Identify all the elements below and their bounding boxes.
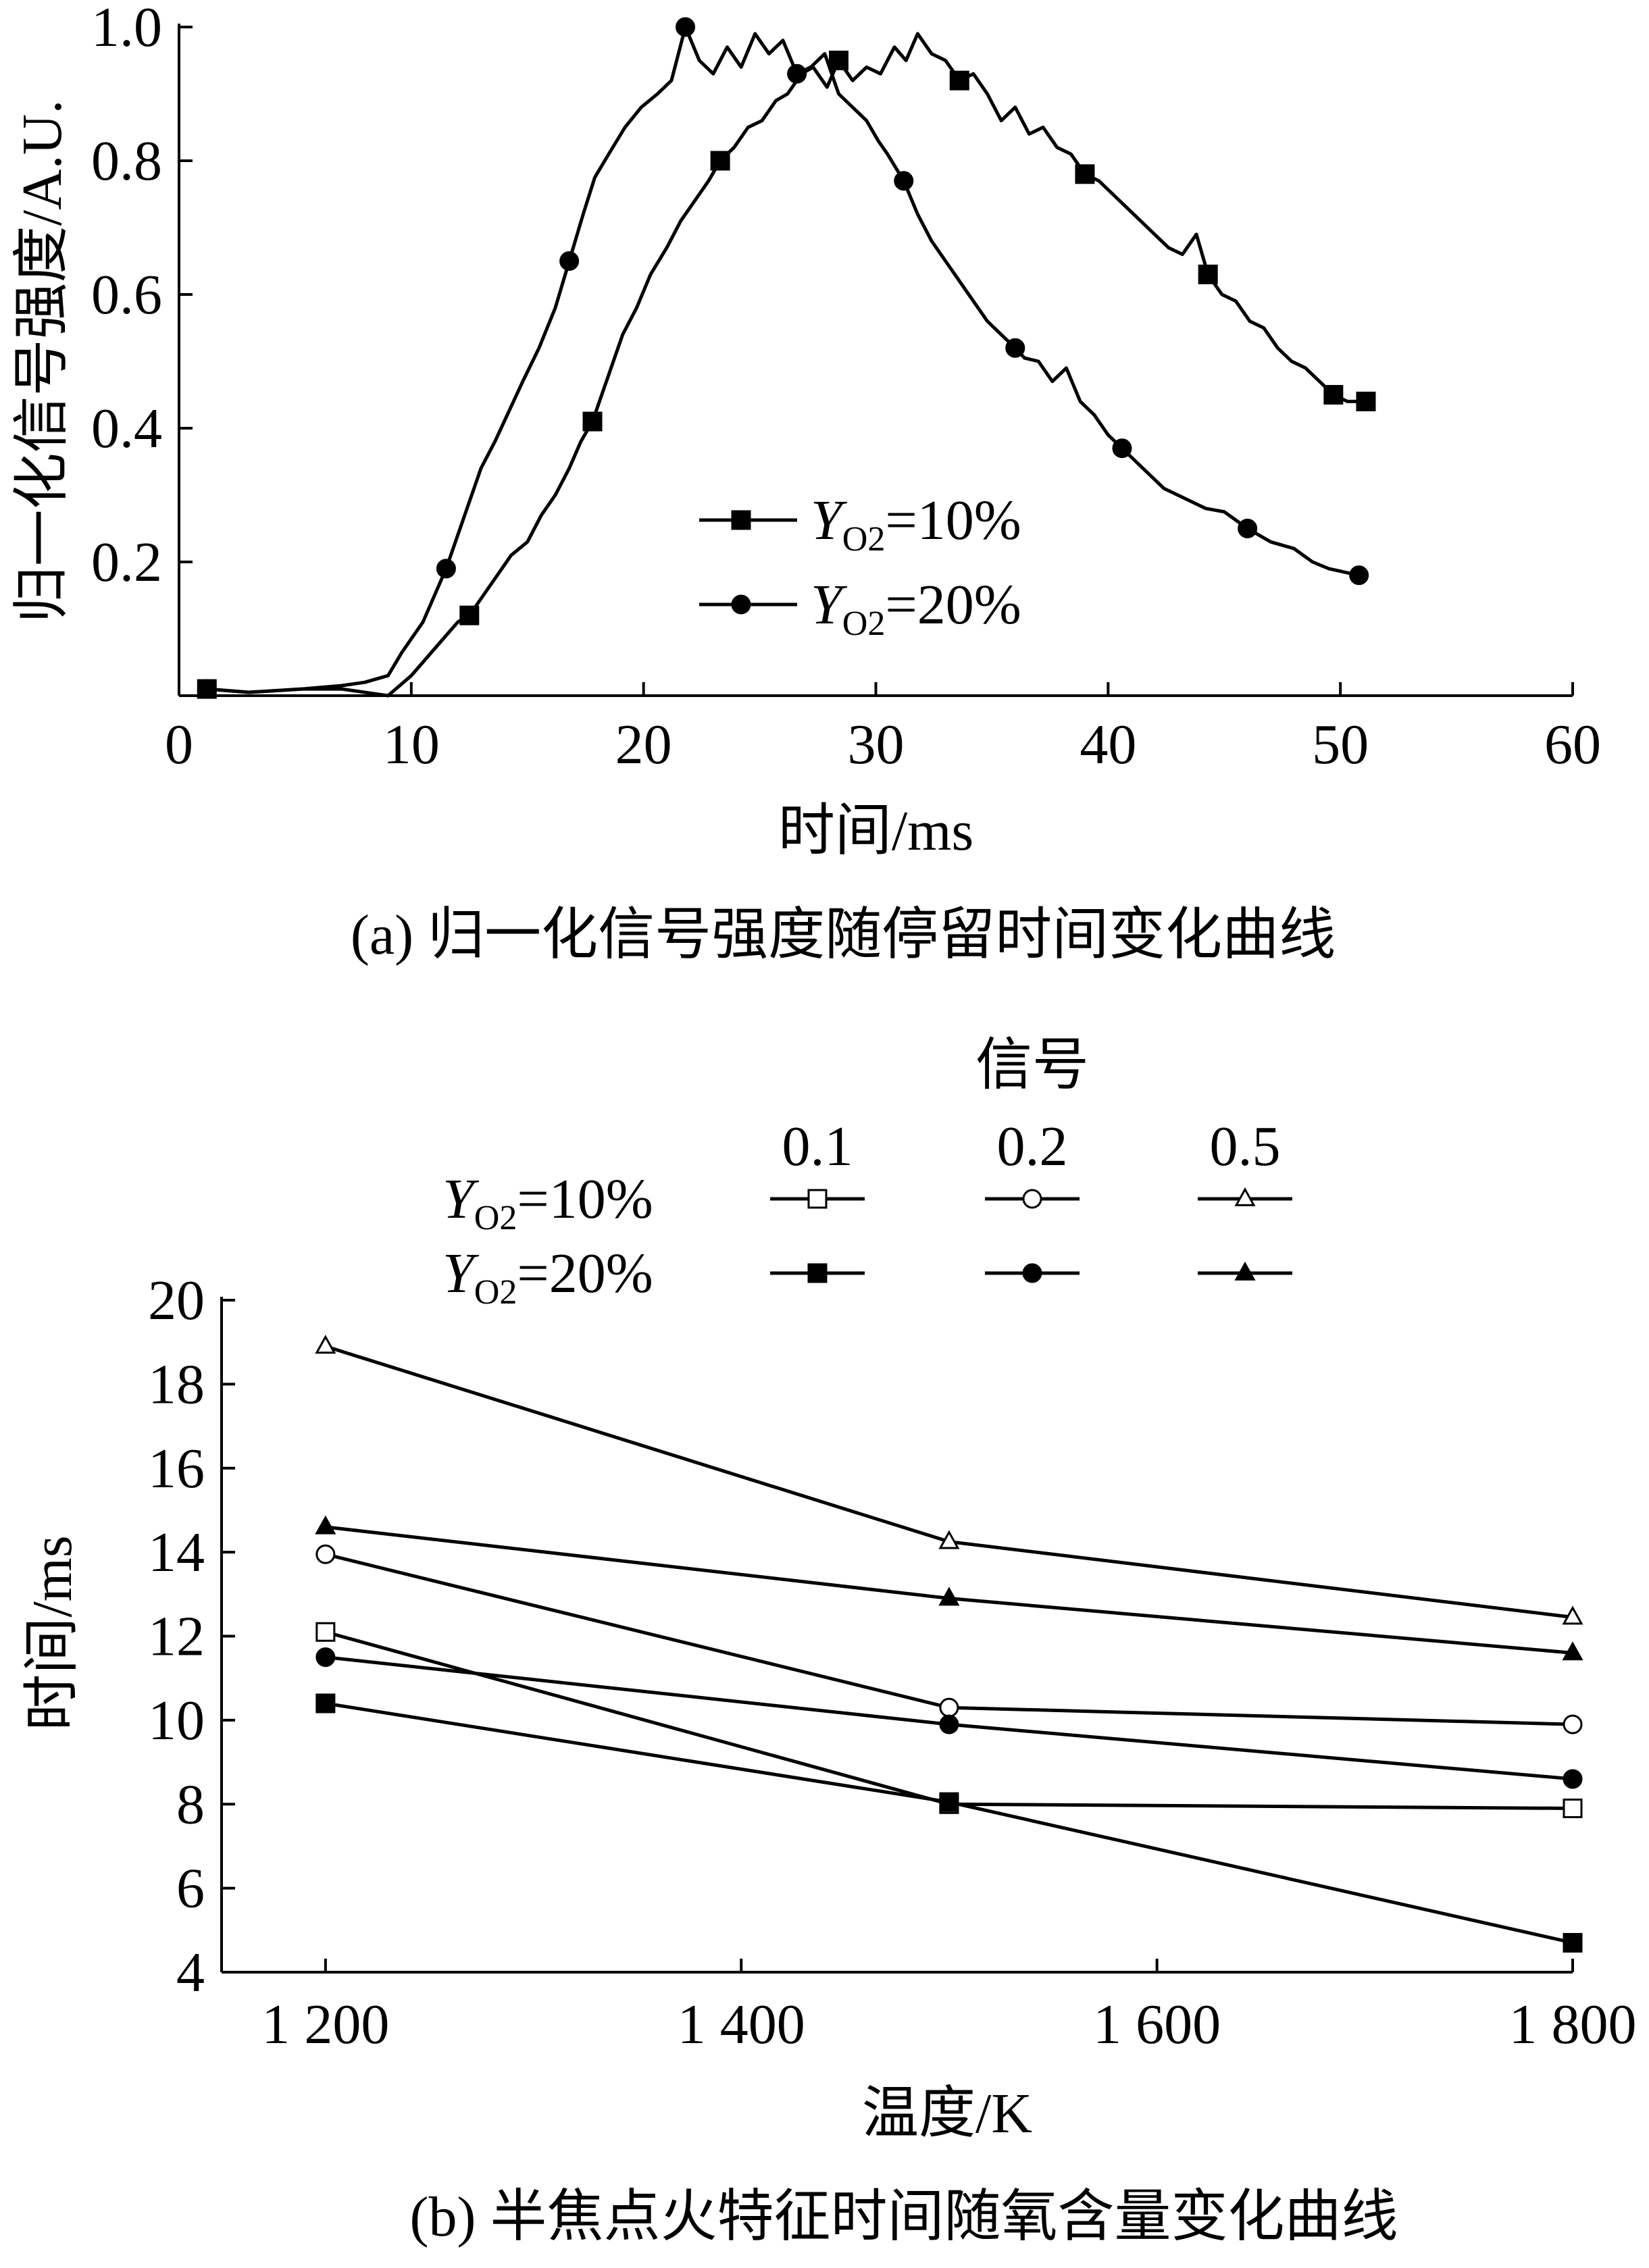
legend: 信号 0.1 0.2 0.5 YO2=10%YO2=20% [442, 1034, 1292, 1312]
legend-row-label: YO2=20% [442, 1242, 653, 1312]
x-tick-label: 30 [848, 713, 905, 776]
legend: YO2=10% YO2=20% [699, 489, 1021, 643]
x-tick-label: 1 800 [1509, 1993, 1637, 2056]
series-point-0 [1198, 264, 1218, 284]
x-axis-label: 时间/ms [778, 800, 973, 862]
series-point-3 [939, 1792, 959, 1812]
series-point-1 [787, 63, 807, 84]
y-tick-label: 4 [176, 1941, 205, 2004]
x-tick-label: 10 [383, 713, 440, 776]
series-line-3 [325, 1701, 1573, 1944]
chart-b: 1 200 1 400 1 600 1 800 4 6 8 10 12 14 16 18 20 温度/K 时… [21, 1034, 1637, 2248]
chart-a: 0 10 20 30 40 50 60 0.2 0.4 0.6 0.8 1.0 时间/ms 归一化信号强度… [11, 0, 1601, 967]
legend-column-label: 0.1 [782, 1115, 853, 1178]
series-point-0 [949, 70, 969, 91]
legend-marker [1022, 1263, 1042, 1283]
y-tick-label: 16 [148, 1437, 205, 1500]
series-point-0 [1323, 385, 1344, 405]
series-point-4 [1563, 1769, 1583, 1789]
legend-marker [1022, 1189, 1042, 1209]
x-tick-label: 40 [1080, 713, 1136, 776]
series-point-3 [1563, 1932, 1583, 1953]
legend-marker [731, 594, 751, 615]
legend-row-label: YO2=10% [442, 1168, 653, 1237]
x-tick-label: 1 400 [678, 1993, 805, 2056]
series-line-0 [207, 32, 1366, 698]
y-tick-label: 20 [148, 1269, 205, 1332]
series-point-1 [436, 559, 456, 579]
series-point-0 [315, 1622, 336, 1642]
series-line-2 [325, 1345, 1573, 1619]
series-point-0 [1356, 391, 1376, 411]
series-point-2 [315, 1335, 336, 1354]
y-tick-label: 10 [148, 1689, 205, 1752]
x-tick-label: 60 [1544, 713, 1601, 776]
chart-caption: (b) 半焦点火特征时间随氧含量变化曲线 [410, 2186, 1398, 2248]
series-point-2 [1562, 1605, 1583, 1625]
series-point-1 [939, 1697, 959, 1718]
x-tick-label: 20 [615, 713, 672, 776]
y-tick-label: 8 [176, 1773, 205, 1836]
series-point-0 [710, 151, 730, 171]
legend-marker [807, 1189, 828, 1209]
series-point-1 [1349, 565, 1369, 586]
series-point-0 [459, 605, 480, 625]
series-point-5 [938, 1587, 960, 1606]
series-point-3 [315, 1693, 336, 1713]
y-tick-label: 0.4 [91, 397, 162, 460]
legend-marker [807, 1263, 828, 1283]
x-tick-label: 0 [165, 713, 193, 776]
legend-column-label: 0.5 [1210, 1115, 1281, 1178]
series-point-1 [1112, 438, 1132, 459]
y-tick-label: 6 [176, 1857, 205, 1920]
legend-column-label: 0.2 [997, 1115, 1068, 1178]
legend-label: YO2=20% [811, 573, 1021, 643]
series-line-1 [207, 25, 1360, 694]
series-point-0 [1075, 164, 1095, 184]
series-point-4 [315, 1647, 336, 1668]
series-point-1 [1563, 1714, 1583, 1734]
series-point-4 [939, 1714, 959, 1734]
x-tick-label: 50 [1312, 713, 1369, 776]
y-tick-label: 0.6 [91, 263, 162, 326]
series-point-0 [828, 51, 848, 70]
legend-marker [1234, 1187, 1256, 1206]
legend-marker [1234, 1261, 1256, 1281]
y-tick-label: 0.2 [91, 531, 162, 594]
series-point-5 [315, 1515, 336, 1535]
series-point-1 [315, 1544, 336, 1564]
series-point-1 [1238, 519, 1258, 538]
series-point-1 [197, 679, 217, 699]
series-point-0 [582, 411, 603, 432]
y-axis-label: 时间/ms [21, 1535, 84, 1730]
series-point-0 [1563, 1798, 1583, 1818]
y-axis-label: 归一化信号强度/A.U. [11, 100, 74, 623]
y-tick-label: 0.8 [91, 130, 162, 192]
legend-title: 信号 [975, 1034, 1089, 1097]
x-axis-label: 温度/K [862, 2082, 1032, 2145]
series-point-2 [938, 1530, 960, 1549]
legend-label: YO2=10% [811, 489, 1021, 559]
series-point-5 [1562, 1641, 1583, 1661]
y-tick-label: 1.0 [91, 0, 162, 59]
series-point-1 [894, 171, 914, 191]
series-point-1 [559, 251, 580, 271]
legend-marker [731, 510, 751, 530]
x-tick-label: 1 600 [1093, 1993, 1221, 2056]
y-tick-label: 12 [148, 1605, 205, 1668]
series-point-1 [1005, 338, 1025, 358]
series-point-1 [676, 17, 696, 37]
chart-caption: (a) 归一化信号强度随停留时间变化曲线 [351, 904, 1336, 967]
x-tick-label: 1 200 [261, 1993, 389, 2056]
y-tick-label: 18 [148, 1353, 205, 1416]
y-tick-label: 14 [148, 1521, 205, 1584]
